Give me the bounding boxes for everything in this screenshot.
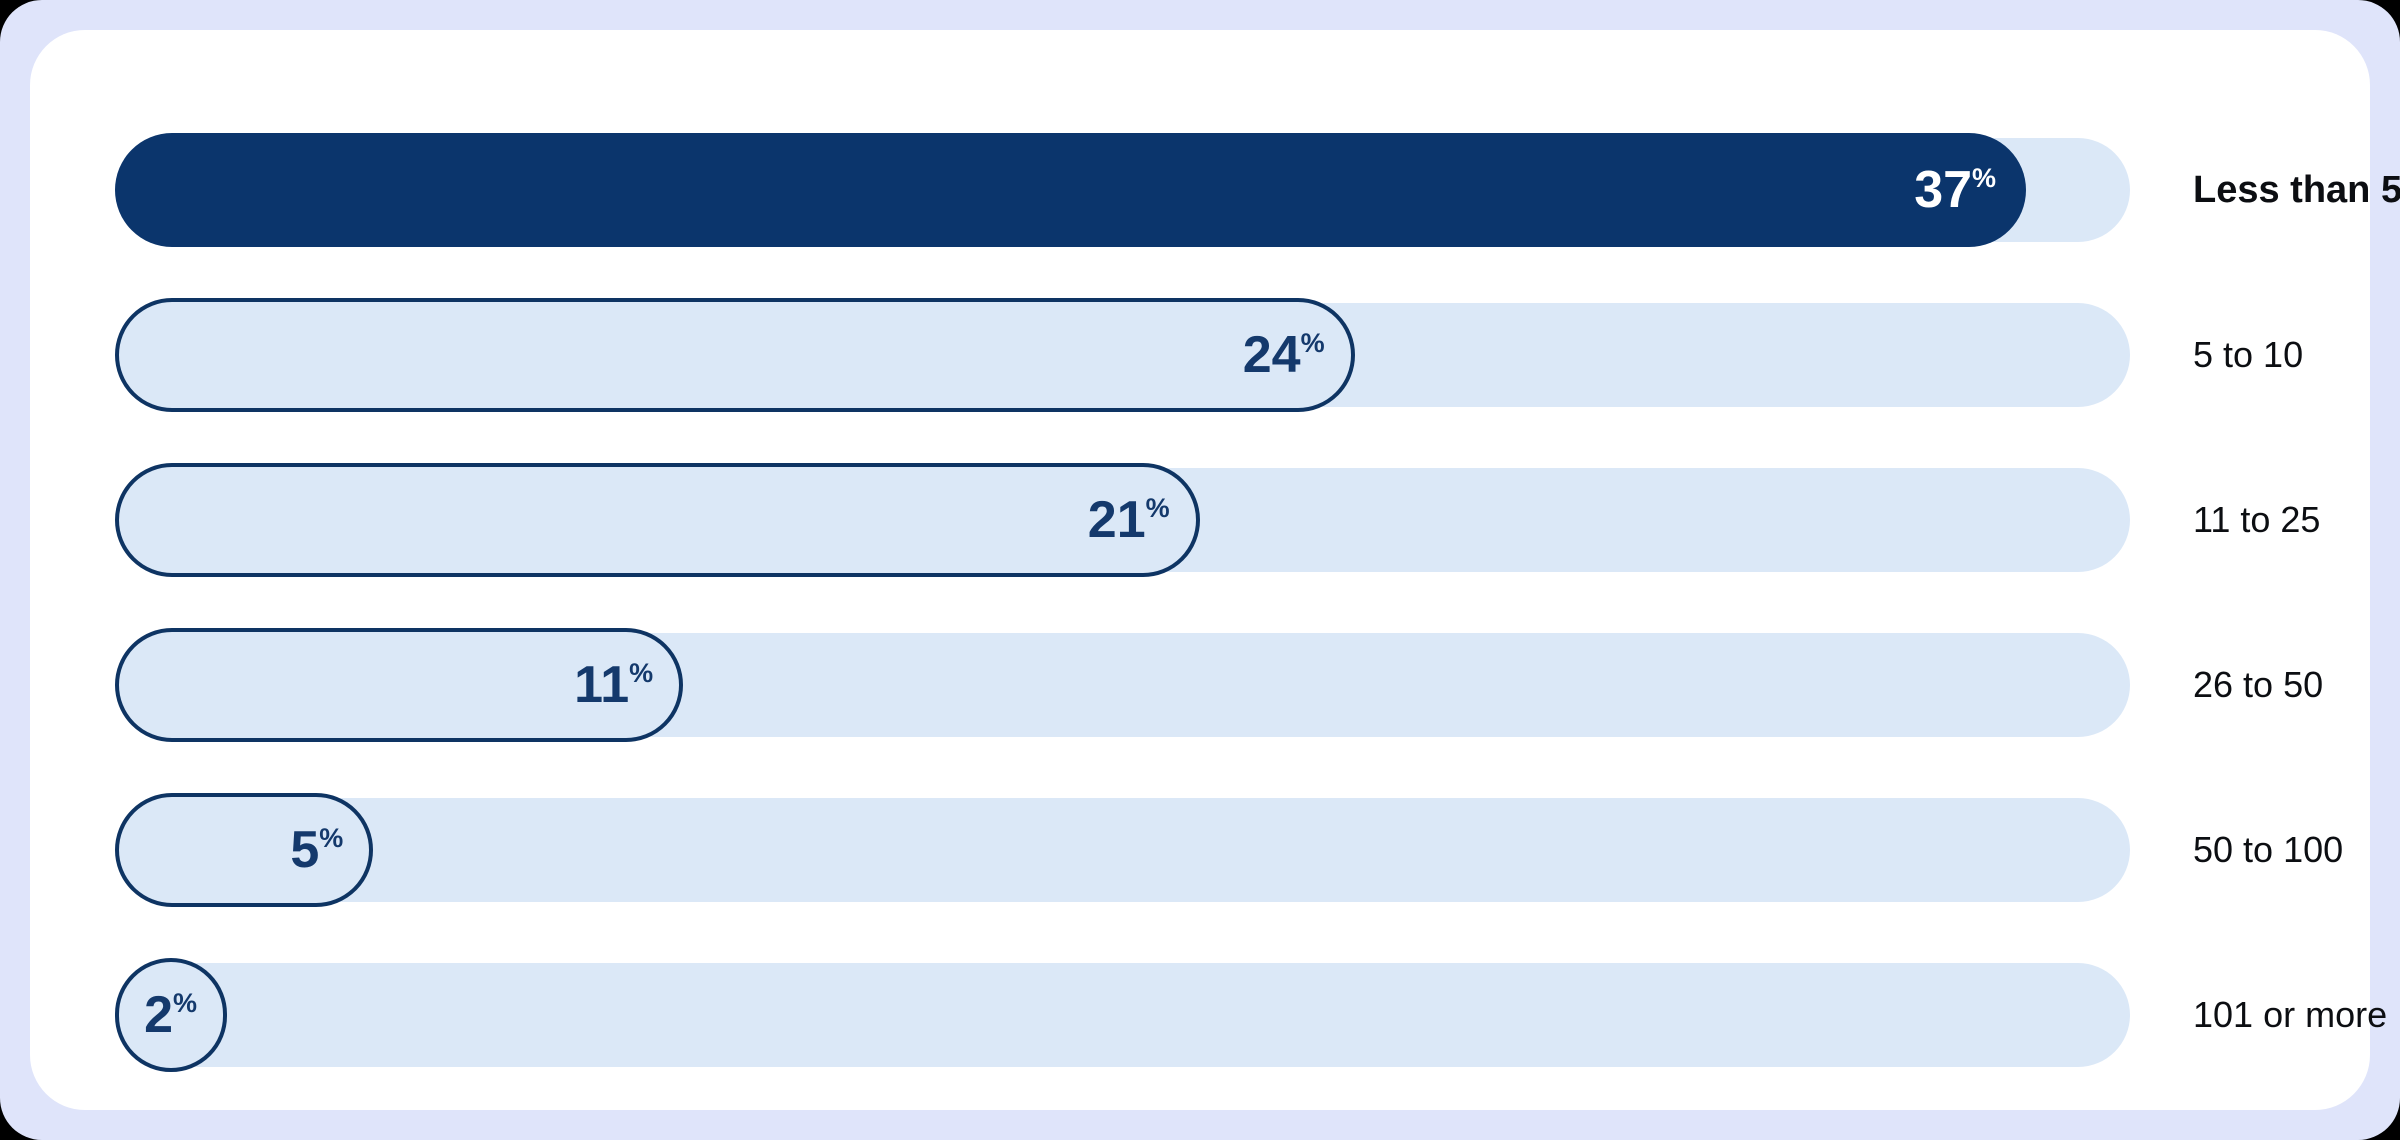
bar-row: 11% 26 to 50 — [115, 628, 2400, 742]
category-label: 26 to 50 — [2193, 664, 2324, 705]
percent-sign: % — [1972, 162, 1997, 193]
category-label: 50 to 100 — [2193, 829, 2344, 870]
bar-track — [115, 963, 2130, 1067]
category-label: 5 to 10 — [2193, 334, 2304, 375]
bar-value-pill: 2% — [115, 958, 227, 1072]
bar-value-label: 21% — [1087, 491, 1170, 549]
bar-row: 5% 50 to 100 — [115, 793, 2400, 907]
category-label: Less than 5 — [2193, 168, 2400, 211]
bar-value-pill: 21% — [115, 463, 1200, 577]
bar-row: 21% 11 to 25 — [115, 463, 2400, 577]
bar-value-pill: 11% — [115, 628, 684, 742]
bar-value-label: 2% — [144, 986, 197, 1044]
category-label: 101 or more — [2193, 994, 2388, 1035]
bar-value-label: 11% — [574, 656, 654, 714]
bar-row: 2% 101 or more — [115, 958, 2400, 1072]
percent-sign: % — [319, 822, 344, 853]
percent-sign: % — [629, 657, 654, 688]
category-label: 11 to 25 — [2193, 499, 2321, 540]
bar-value-pill: 24% — [115, 298, 1355, 412]
bar-value-label: 24% — [1242, 326, 1325, 384]
percent-sign: % — [1300, 327, 1325, 358]
percent-sign: % — [1145, 492, 1170, 523]
chart-card: 37% Less than 5 24% 5 to 10 21% — [30, 30, 2400, 1110]
bar-value-pill: 5% — [115, 793, 374, 907]
bar-chart: 37% Less than 5 24% 5 to 10 21% — [115, 30, 2400, 1110]
bar-value-label: 5% — [290, 821, 344, 879]
bar-track — [115, 798, 2130, 902]
percent-sign: % — [172, 987, 197, 1018]
bar-row: 37% Less than 5 — [115, 133, 2400, 247]
bar-row: 24% 5 to 10 — [115, 298, 2400, 412]
bar-value-pill: 37% — [115, 133, 2027, 247]
bar-value-label: 37% — [1914, 161, 1997, 219]
